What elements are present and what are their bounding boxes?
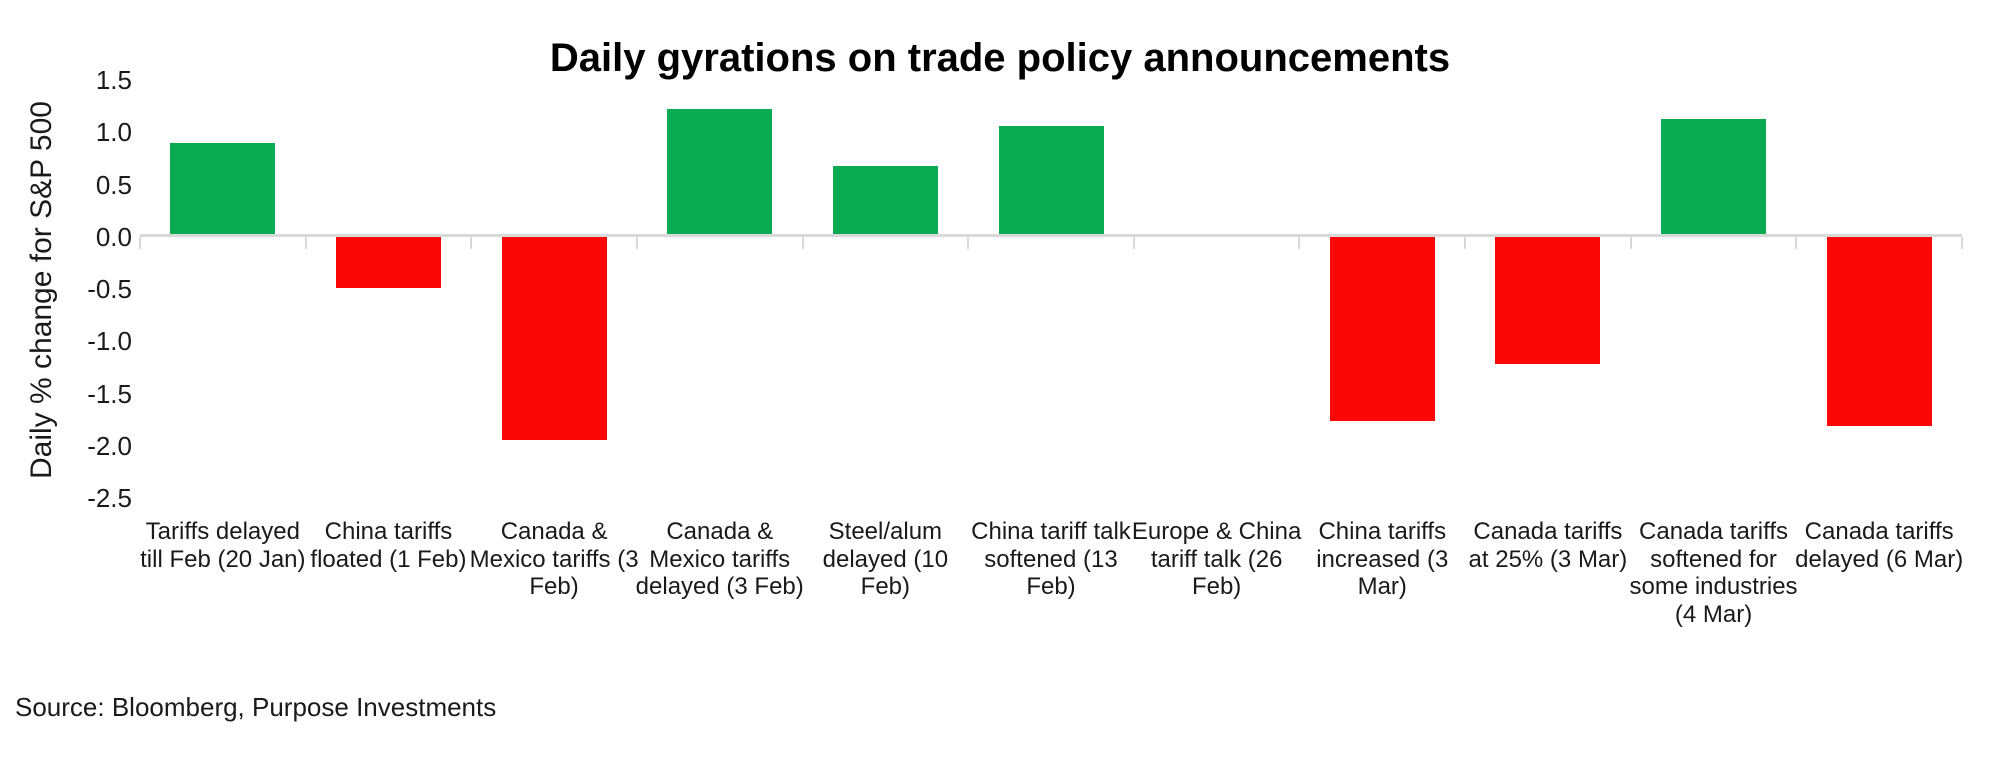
- x-axis-tick: [1464, 236, 1467, 249]
- y-tick-label: 0.5: [95, 169, 132, 200]
- bar-positive: [1661, 118, 1767, 235]
- x-axis-tick: [1961, 236, 1963, 249]
- category-label: China tariff talk softened (13 Feb): [971, 518, 1131, 600]
- y-tick-label: -2.5: [87, 483, 132, 513]
- category-label: Canada tariffs softened for some industr…: [1629, 518, 1798, 628]
- x-axis-tick: [1629, 236, 1632, 249]
- y-tick-label: 1.5: [95, 65, 132, 95]
- y-tick-label: -1.0: [87, 326, 132, 357]
- y-tick-label: -0.5: [87, 274, 132, 304]
- x-axis-tick: [801, 236, 804, 249]
- category-label: China tariffs increased (3 Mar): [1316, 518, 1449, 600]
- bar-negative: [1329, 234, 1435, 421]
- x-axis-tick: [1132, 236, 1135, 249]
- category-label: Canada tariffs at 25% (3 Mar): [1468, 518, 1628, 573]
- x-axis-tick: [635, 236, 638, 249]
- bar-positive: [998, 126, 1104, 235]
- x-axis-tick: [967, 236, 970, 249]
- category-label: Canada & Mexico tariffs delayed (3 Feb): [635, 518, 804, 600]
- y-tick-label: 1.0: [95, 117, 132, 148]
- y-tick-label: -1.5: [87, 378, 132, 409]
- x-axis-tick: [139, 236, 141, 249]
- category-label: Europe & China tariff talk (26 Feb): [1131, 518, 1302, 600]
- chart-title: Daily gyrations on trade policy announce…: [549, 36, 1451, 80]
- bar-negative: [501, 234, 607, 440]
- category-label: Steel/alum delayed (10 Feb): [822, 518, 949, 600]
- x-axis-line: [140, 233, 1962, 237]
- bar-negative: [1826, 234, 1932, 426]
- bar-positive: [170, 142, 276, 235]
- category-label: Canada tariffs delayed (6 Mar): [1795, 518, 1964, 573]
- bar-positive: [667, 109, 773, 235]
- category-label: Canada & Mexico tariffs (3 Feb): [469, 518, 639, 600]
- bar-positive: [832, 165, 938, 235]
- category-label: China tariffs floated (1 Feb): [310, 518, 467, 573]
- y-tick-label: -2.0: [87, 430, 132, 461]
- x-axis-tick: [470, 236, 473, 249]
- source-note: Source: Bloomberg, Purpose Investments: [15, 692, 497, 722]
- bar-negative: [1495, 234, 1601, 365]
- bar-negative: [335, 234, 441, 289]
- x-axis-tick: [1795, 236, 1798, 249]
- y-tick-label: 0.0: [95, 221, 132, 252]
- x-axis-tick: [1298, 236, 1301, 249]
- category-label: Tariffs delayed till Feb (20 Jan): [140, 518, 306, 573]
- x-axis-tick: [304, 236, 307, 249]
